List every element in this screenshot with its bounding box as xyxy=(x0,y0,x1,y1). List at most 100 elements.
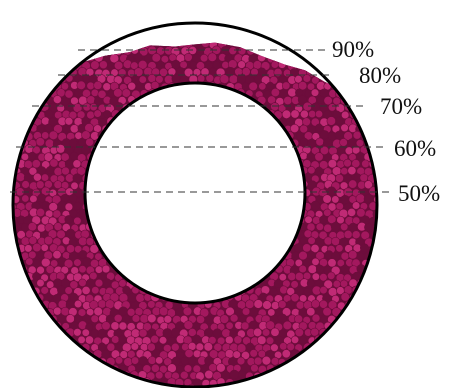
granular-particle xyxy=(15,286,25,296)
granular-particle xyxy=(4,280,12,288)
granular-particle xyxy=(23,343,33,353)
granular-particle xyxy=(41,371,50,380)
granular-particle xyxy=(60,265,69,275)
granular-particle xyxy=(274,26,282,34)
granular-particle xyxy=(93,363,102,372)
granular-particle xyxy=(340,167,349,176)
outer-wall xyxy=(11,21,379,388)
granular-particle xyxy=(331,349,341,359)
granular-particle xyxy=(102,82,112,92)
granular-particle xyxy=(381,365,388,372)
granular-particle xyxy=(341,27,349,35)
granular-particle xyxy=(49,357,58,367)
granular-particle xyxy=(300,109,309,119)
granular-particle xyxy=(279,285,289,295)
granular-particle xyxy=(180,33,187,40)
granular-particle xyxy=(376,160,377,170)
granular-particle xyxy=(376,342,377,352)
granular-particle xyxy=(4,154,12,162)
granular-particle xyxy=(57,60,66,70)
granular-particle xyxy=(328,370,338,380)
granular-particle xyxy=(386,273,395,282)
granular-particle xyxy=(13,343,17,352)
granular-particle xyxy=(90,88,99,97)
granular-particle xyxy=(290,280,299,289)
granular-particle xyxy=(379,202,387,210)
granular-particle xyxy=(23,59,33,70)
granular-particle xyxy=(70,181,79,190)
granular-particle xyxy=(359,243,369,253)
granular-particle xyxy=(318,47,328,57)
granular-particle xyxy=(0,68,3,75)
granular-particle xyxy=(384,187,392,195)
granular-particle xyxy=(69,293,79,302)
granular-particle xyxy=(361,159,370,169)
granular-particle xyxy=(19,279,29,288)
granular-particle xyxy=(323,377,333,386)
granular-particle xyxy=(197,32,205,40)
granular-particle xyxy=(13,130,17,139)
granular-particle xyxy=(0,103,7,111)
granular-particle xyxy=(311,257,320,266)
granular-particle xyxy=(307,378,316,387)
granular-particle xyxy=(3,365,11,373)
granular-particle xyxy=(316,53,326,62)
granular-particle xyxy=(229,369,240,380)
granular-particle xyxy=(369,300,377,310)
granular-particle xyxy=(36,321,46,331)
granular-particle xyxy=(13,292,22,302)
granular-particle xyxy=(343,158,352,168)
granular-particle xyxy=(0,161,7,168)
granular-particle xyxy=(289,378,300,387)
granular-particle xyxy=(381,55,390,64)
granular-particle xyxy=(369,88,377,97)
granular-particle xyxy=(32,242,42,253)
granular-particle xyxy=(43,235,54,246)
granular-particle xyxy=(299,336,308,345)
granular-particle xyxy=(327,271,336,280)
granular-particle xyxy=(97,89,107,99)
granular-particle xyxy=(360,343,370,353)
granular-particle xyxy=(93,109,102,118)
granular-particle xyxy=(15,47,25,57)
granular-particle xyxy=(122,314,131,323)
granular-particle xyxy=(382,209,390,217)
granular-particle xyxy=(13,74,18,85)
granular-particle xyxy=(270,87,280,98)
granular-particle xyxy=(148,33,156,41)
granular-particle xyxy=(101,379,111,387)
granular-particle xyxy=(391,295,399,303)
level-label-90: 90% xyxy=(332,37,374,62)
granular-particle xyxy=(347,378,357,387)
granular-particle xyxy=(389,238,397,246)
granular-particle xyxy=(347,166,357,176)
granular-particle xyxy=(36,349,46,359)
granular-particle xyxy=(290,42,300,49)
granular-particle xyxy=(0,82,4,90)
granular-particle xyxy=(13,377,23,387)
granular-particle xyxy=(19,109,29,118)
granular-particle xyxy=(340,123,349,133)
granular-particle xyxy=(391,323,399,331)
granular-particle xyxy=(295,300,305,310)
granular-particle xyxy=(315,350,326,360)
granular-particle xyxy=(338,349,349,360)
granular-particle xyxy=(56,343,65,352)
granular-particle xyxy=(52,250,62,260)
granular-particle xyxy=(311,372,321,381)
granular-particle xyxy=(127,293,137,303)
granular-particle xyxy=(351,315,362,325)
granular-particle xyxy=(69,124,79,134)
granular-particle xyxy=(312,384,322,387)
granular-particle xyxy=(53,351,62,360)
granular-particle xyxy=(385,287,394,296)
granular-particle xyxy=(13,54,20,64)
granular-particle xyxy=(142,364,152,374)
granular-particle xyxy=(0,40,3,48)
granular-particle xyxy=(47,328,57,339)
granular-particle xyxy=(351,371,361,381)
granular-particle xyxy=(278,34,286,42)
granular-particle xyxy=(283,378,292,387)
granular-particle xyxy=(343,88,353,98)
granular-particle xyxy=(90,60,100,70)
